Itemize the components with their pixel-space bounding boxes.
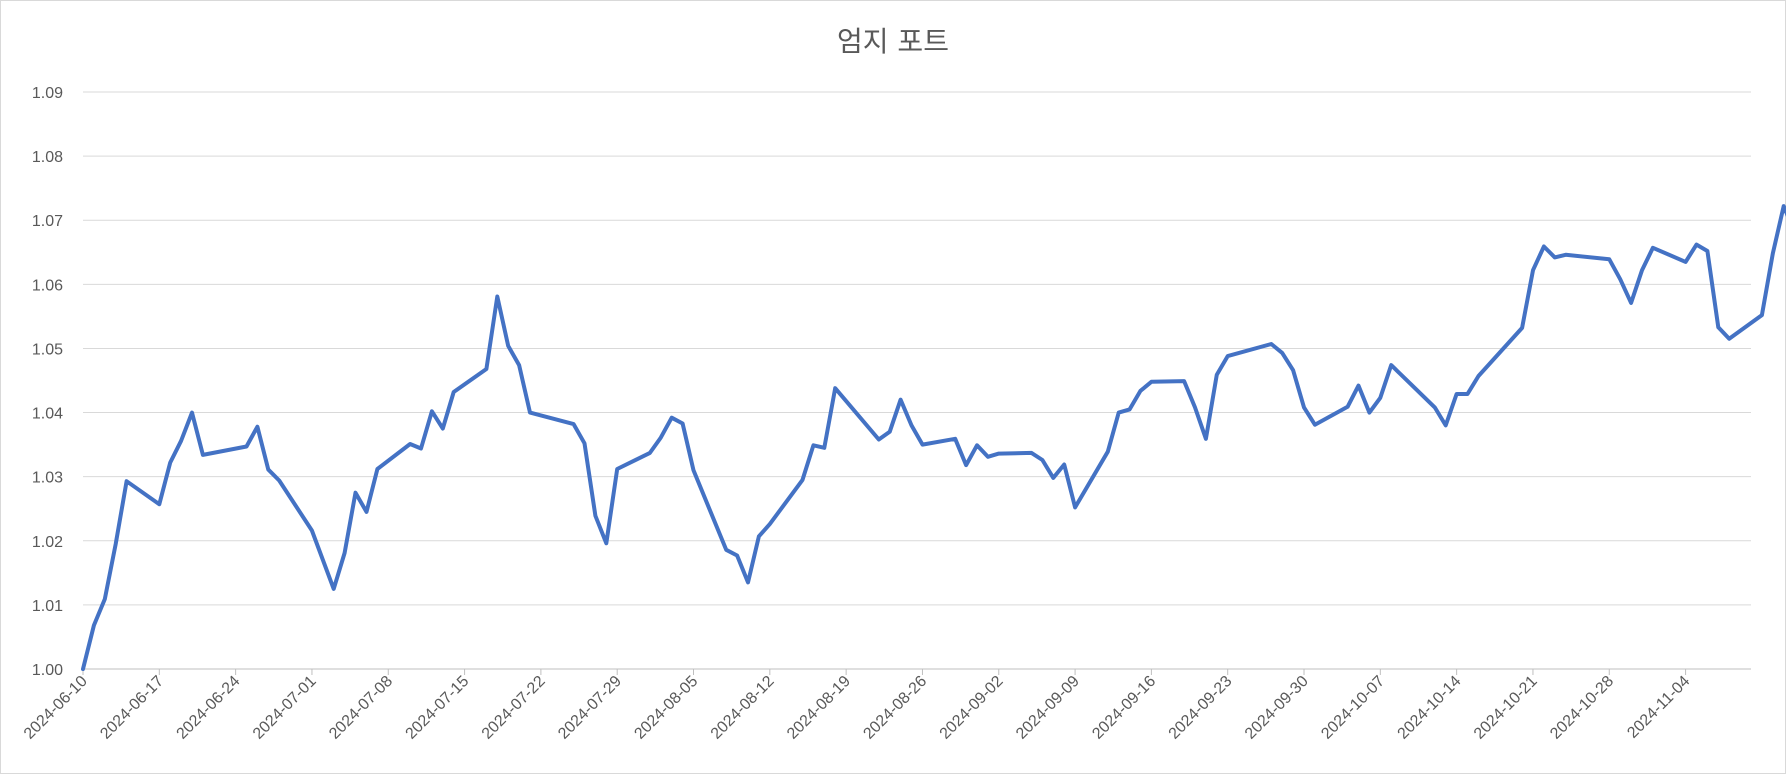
x-tick-label: 2024-09-30 — [1242, 673, 1312, 743]
x-tick-label: 2024-11-04 — [1624, 673, 1693, 742]
x-tick-label: 2024-07-01 — [250, 673, 320, 743]
y-tick-label: 1.04 — [32, 406, 63, 423]
y-tick-label: 1.02 — [32, 534, 63, 551]
y-tick-label: 1.01 — [32, 598, 63, 615]
x-tick-label: 2024-07-08 — [326, 673, 396, 743]
x-tick-label: 2024-07-29 — [555, 673, 625, 743]
x-tick-label: 2024-08-26 — [860, 673, 930, 743]
x-tick-label: 2024-08-12 — [708, 673, 778, 743]
y-tick-label: 1.05 — [32, 341, 63, 358]
x-tick-label: 2024-08-19 — [784, 673, 854, 743]
x-tick-label: 2024-10-21 — [1471, 673, 1541, 743]
x-tick-label: 2024-06-17 — [97, 673, 167, 743]
x-tick-label: 2024-07-15 — [403, 673, 473, 743]
y-tick-label: 1.08 — [32, 149, 63, 166]
series-line — [81, 204, 1786, 671]
y-tick-label: 1.06 — [32, 277, 63, 294]
x-tick-label: 2024-10-07 — [1318, 673, 1388, 743]
x-tick-label: 2024-10-28 — [1547, 673, 1617, 743]
x-tick-label: 2024-09-09 — [1013, 673, 1083, 743]
y-tick-label: 1.03 — [32, 470, 63, 487]
x-tick-label: 2024-06-24 — [174, 673, 244, 743]
y-axis-ticks: 1.00 1.01 1.02 1.03 1.04 1.05 1.06 1.07 1.08 1.09 — [32, 85, 63, 679]
x-axis-ticks: 2024-06-10 2024-06-17 2024-06-24 2024-07-01… — [21, 669, 1693, 743]
x-tick-label: 2024-08-05 — [631, 673, 701, 743]
x-tick-label: 2024-09-02 — [937, 673, 1007, 743]
y-tick-label: 1.07 — [32, 213, 63, 230]
x-tick-label: 2024-09-16 — [1089, 673, 1159, 743]
x-tick-label: 2024-06-10 — [21, 673, 91, 743]
x-tick-label: 2024-10-14 — [1395, 673, 1465, 743]
y-tick-label: 1.09 — [32, 85, 63, 102]
gridlines — [83, 91, 1751, 670]
x-tick-label: 2024-09-23 — [1166, 673, 1236, 743]
x-tick-label: 2024-07-22 — [479, 673, 549, 743]
chart-title: 엄지 포트 — [837, 25, 949, 58]
y-tick-label: 1.00 — [32, 662, 63, 679]
